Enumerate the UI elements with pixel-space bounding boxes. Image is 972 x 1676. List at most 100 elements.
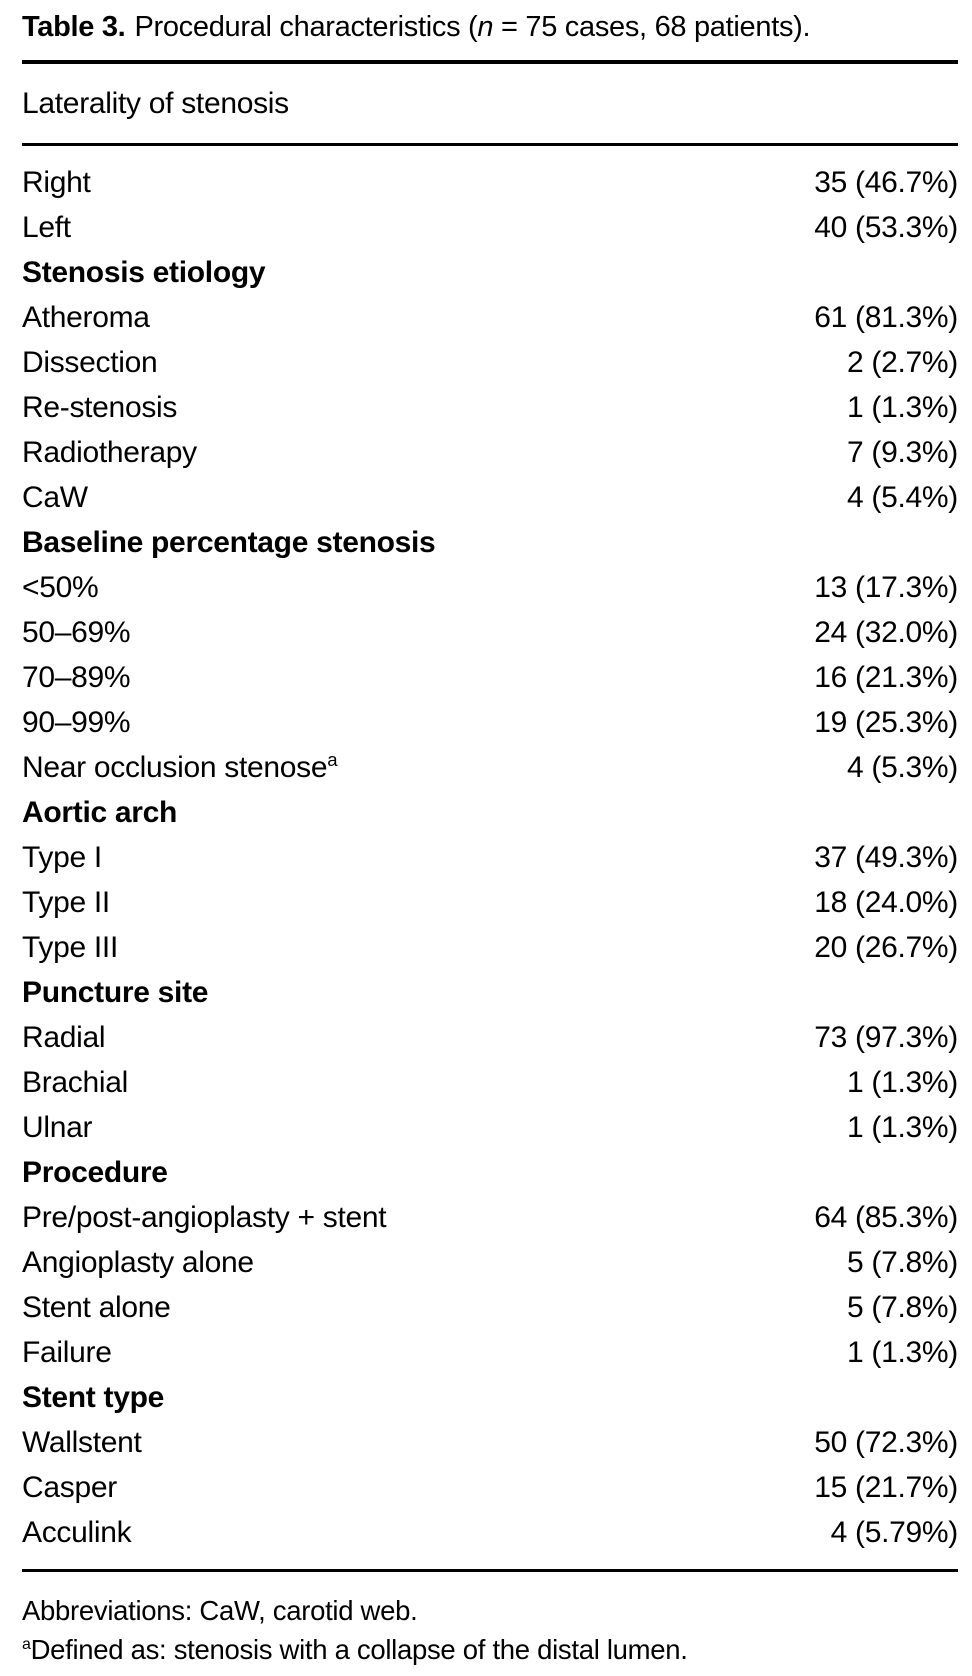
footnote-a-marker: a bbox=[22, 1635, 31, 1653]
section-header-label: Puncture site bbox=[22, 975, 209, 1009]
footnote-a: aDefined as: stenosis with a collapse of… bbox=[22, 1630, 958, 1669]
table-row: 90–99% 19 (25.3%) bbox=[22, 700, 958, 745]
row-value: 1 (1.3%) bbox=[847, 1065, 958, 1099]
table-row: Left 40 (53.3%) bbox=[22, 205, 958, 250]
row-label: CaW bbox=[22, 480, 88, 514]
row-label: Type III bbox=[22, 930, 118, 964]
row-label: Dissection bbox=[22, 345, 158, 379]
section-header-label: Stenosis etiology bbox=[22, 255, 266, 289]
row-value: 73 (97.3%) bbox=[814, 1020, 958, 1054]
section-header-label: Procedure bbox=[22, 1155, 168, 1189]
table-row: Acculink 4 (5.79%) bbox=[22, 1510, 958, 1555]
table-body: Right 35 (46.7%) Left 40 (53.3%) Stenosis … bbox=[22, 146, 958, 1572]
row-label: Stent alone bbox=[22, 1290, 171, 1324]
row-value: 1 (1.3%) bbox=[847, 1110, 958, 1144]
row-value: 13 (17.3%) bbox=[814, 570, 958, 604]
caption-n-italic: n bbox=[477, 11, 494, 43]
row-label: Radiotherapy bbox=[22, 435, 197, 469]
row-label: Left bbox=[22, 210, 71, 244]
table-row: Brachial 1 (1.3%) bbox=[22, 1060, 958, 1105]
row-value: 1 (1.3%) bbox=[847, 390, 958, 424]
table-row: Type I 37 (49.3%) bbox=[22, 835, 958, 880]
row-value: 1 (1.3%) bbox=[847, 1335, 958, 1369]
table-row: 70–89% 16 (21.3%) bbox=[22, 655, 958, 700]
table-row: CaW 4 (5.4%) bbox=[22, 475, 958, 520]
row-label: Near occlusion stenosea bbox=[22, 748, 338, 785]
section-header-label: Aortic arch bbox=[22, 795, 178, 829]
row-value: 61 (81.3%) bbox=[814, 300, 958, 334]
row-label: Wallstent bbox=[22, 1425, 142, 1459]
row-label: Type I bbox=[22, 840, 102, 874]
row-value: 18 (24.0%) bbox=[814, 885, 958, 919]
row-value: 20 (26.7%) bbox=[814, 930, 958, 964]
table-row: Stent alone 5 (7.8%) bbox=[22, 1285, 958, 1330]
column-header-section: Laterality of stenosis bbox=[22, 60, 958, 146]
row-value: 50 (72.3%) bbox=[814, 1425, 958, 1459]
row-label: 90–99% bbox=[22, 705, 131, 739]
row-value: 4 (5.3%) bbox=[847, 750, 958, 784]
row-label: Radial bbox=[22, 1020, 106, 1054]
table-row: Dissection 2 (2.7%) bbox=[22, 340, 958, 385]
row-value: 19 (25.3%) bbox=[814, 705, 958, 739]
section-header-row: Procedure bbox=[22, 1150, 958, 1195]
row-label: 70–89% bbox=[22, 660, 131, 694]
row-label: Acculink bbox=[22, 1515, 132, 1549]
row-label: Pre/post-angioplasty + stent bbox=[22, 1200, 387, 1234]
table-row: Radial 73 (97.3%) bbox=[22, 1015, 958, 1060]
row-label: Casper bbox=[22, 1470, 117, 1504]
section-header-row: Baseline percentage stenosis bbox=[22, 520, 958, 565]
section-header-row: Aortic arch bbox=[22, 790, 958, 835]
section-header-label: Baseline percentage stenosis bbox=[22, 525, 436, 559]
row-value: 4 (5.79%) bbox=[830, 1515, 959, 1549]
table-row: Casper 15 (21.7%) bbox=[22, 1465, 958, 1510]
row-label: Right bbox=[22, 165, 91, 199]
footnote-a-text: Defined as: stenosis with a collapse of … bbox=[30, 1634, 688, 1665]
row-value: 4 (5.4%) bbox=[847, 480, 958, 514]
table-row: Failure 1 (1.3%) bbox=[22, 1330, 958, 1375]
column-header: Laterality of stenosis bbox=[22, 86, 289, 120]
table-row: Re-stenosis 1 (1.3%) bbox=[22, 385, 958, 430]
caption-suffix: = 75 cases, 68 patients). bbox=[493, 11, 811, 43]
row-label: Atheroma bbox=[22, 300, 150, 334]
table-caption: Table 3. Procedural characteristics (n = … bbox=[22, 8, 958, 46]
table-row: <50% 13 (17.3%) bbox=[22, 565, 958, 610]
table-number: Table 3. bbox=[22, 11, 126, 43]
footnote-marker-a: a bbox=[327, 748, 338, 770]
row-label-text: Near occlusion stenose bbox=[22, 750, 328, 784]
row-value: 35 (46.7%) bbox=[814, 165, 958, 199]
table-row: Wallstent 50 (72.3%) bbox=[22, 1420, 958, 1465]
row-value: 5 (7.8%) bbox=[847, 1290, 958, 1324]
table-footnotes: Abbreviations: CaW, carotid web. aDefine… bbox=[22, 1572, 958, 1669]
section-header-label: Stent type bbox=[22, 1380, 165, 1414]
caption-text: Procedural characteristics ( bbox=[134, 11, 478, 43]
row-value: 2 (2.7%) bbox=[847, 345, 958, 379]
table-row: Type II 18 (24.0%) bbox=[22, 880, 958, 925]
row-label: <50% bbox=[22, 570, 99, 604]
row-value: 16 (21.3%) bbox=[814, 660, 958, 694]
table-row: Near occlusion stenosea 4 (5.3%) bbox=[22, 745, 958, 790]
row-value: 15 (21.7%) bbox=[814, 1470, 958, 1504]
table-row: Right 35 (46.7%) bbox=[22, 160, 958, 205]
row-value: 37 (49.3%) bbox=[814, 840, 958, 874]
abbreviations-note: Abbreviations: CaW, carotid web. bbox=[22, 1595, 418, 1626]
table-row: Ulnar 1 (1.3%) bbox=[22, 1105, 958, 1150]
section-header-row: Stenosis etiology bbox=[22, 250, 958, 295]
row-label: Angioplasty alone bbox=[22, 1245, 254, 1279]
row-value: 7 (9.3%) bbox=[847, 435, 958, 469]
table-row: Atheroma 61 (81.3%) bbox=[22, 295, 958, 340]
table-row: Type III 20 (26.7%) bbox=[22, 925, 958, 970]
row-value: 24 (32.0%) bbox=[814, 615, 958, 649]
row-value: 40 (53.3%) bbox=[814, 210, 958, 244]
row-label: Type II bbox=[22, 885, 110, 919]
table-row: Radiotherapy 7 (9.3%) bbox=[22, 430, 958, 475]
row-label: Ulnar bbox=[22, 1110, 93, 1144]
section-header-row: Puncture site bbox=[22, 970, 958, 1015]
table-row: 50–69% 24 (32.0%) bbox=[22, 610, 958, 655]
table-row: Angioplasty alone 5 (7.8%) bbox=[22, 1240, 958, 1285]
row-label: Failure bbox=[22, 1335, 112, 1369]
row-label: Brachial bbox=[22, 1065, 128, 1099]
row-value: 64 (85.3%) bbox=[814, 1200, 958, 1234]
row-label: Re-stenosis bbox=[22, 390, 178, 424]
table-row: Pre/post-angioplasty + stent 64 (85.3%) bbox=[22, 1195, 958, 1240]
